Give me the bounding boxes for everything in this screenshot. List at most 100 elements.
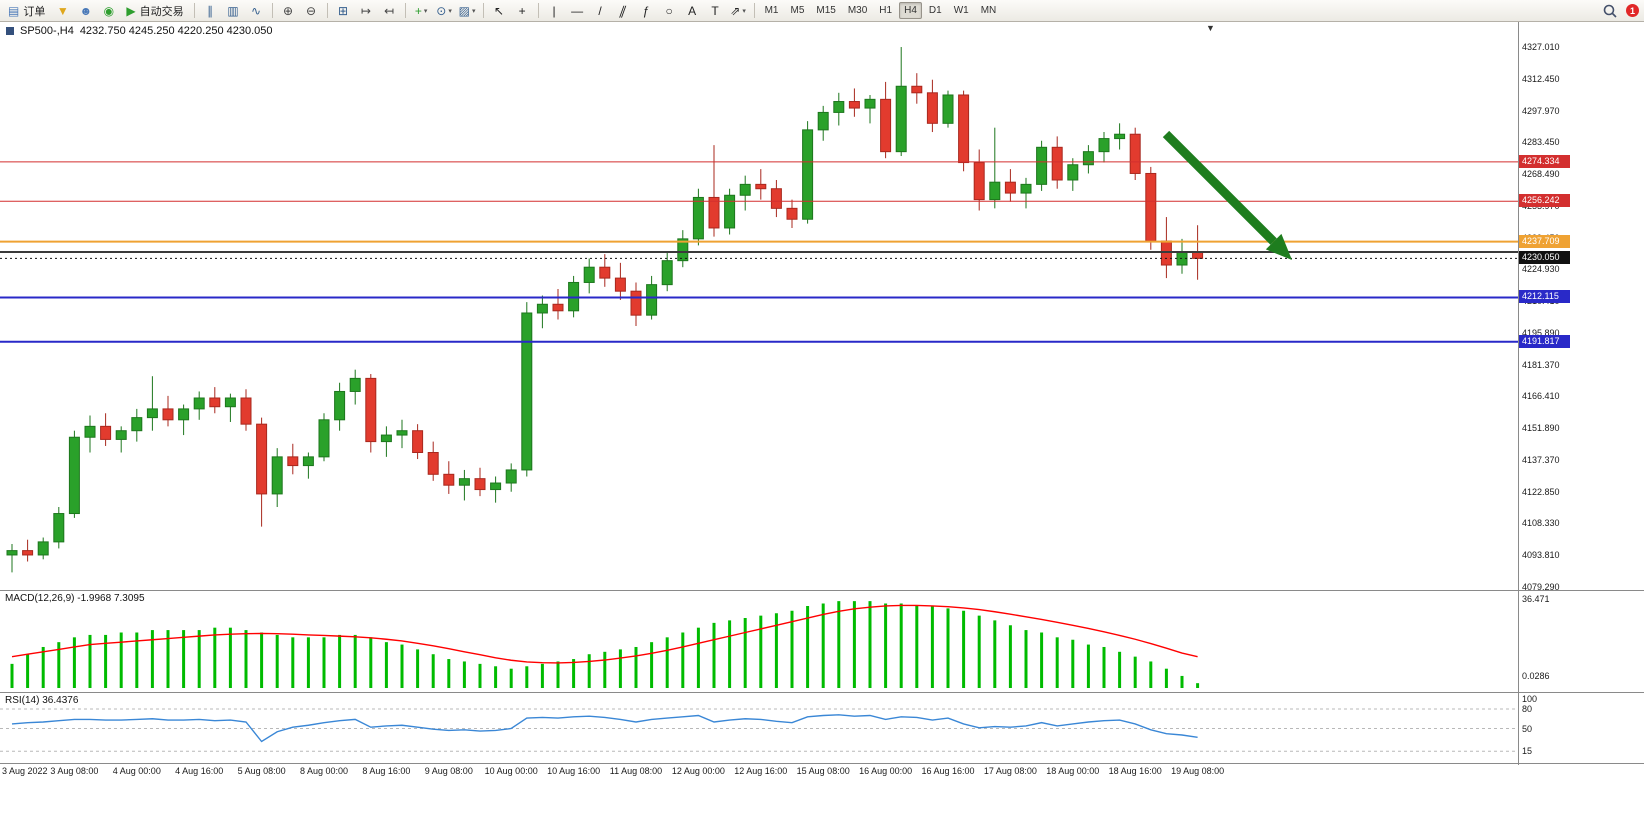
zoom-in-button[interactable]: ⊕ [277,2,300,20]
time-axis-label: 18 Aug 16:00 [1108,766,1162,776]
candlestick-chart-button[interactable]: ▥ [222,2,245,20]
macd-axis-min: 0.0286 [1522,671,1550,681]
time-axis-label: 8 Aug 00:00 [299,766,349,776]
price-axis-label: 4166.410 [1522,391,1560,402]
price-axis-label: 4312.450 [1522,73,1560,84]
time-axis-label: 19 Aug 08:00 [1171,766,1225,776]
shapes-button[interactable]: ○ [658,2,681,20]
price-axis-label: 4195.890 [1522,327,1560,338]
time-axis-divider [0,763,1644,764]
macd-panel-divider[interactable] [0,590,1644,591]
rsi-axis-label: 15 [1522,746,1533,757]
rsi-axis-label: 80 [1522,704,1533,714]
crosshair-icon: + [518,3,526,18]
indicators-button[interactable]: + ▾ [410,2,433,20]
chart-shift-marker[interactable]: ▼ [1206,23,1215,33]
price-axis-label: 4093.810 [1522,550,1560,561]
time-axis-label: 3 Aug 08:00 [50,766,99,776]
timeframe-h4-button[interactable]: H4 [899,2,922,19]
timeframe-m30-button[interactable]: M30 [847,5,868,16]
toolbar-right: 1 [1598,2,1644,20]
new-order-button[interactable]: ▤ 订单 [2,2,51,20]
community-button[interactable]: ☻ [74,2,97,20]
vertical-line-button[interactable]: | [543,2,566,20]
autotrading-button[interactable]: ▶ 自动交易 [120,2,189,20]
toolbar-separator [537,3,539,18]
auto-scroll-button[interactable]: ↦ [355,2,378,20]
price-level-badge: 4212.115 [1519,290,1570,304]
time-axis-label: 17 Aug 08:00 [983,766,1037,776]
time-axis-label: 12 Aug 16:00 [734,766,788,776]
zoom-out-button[interactable]: ⊖ [300,2,323,20]
zoom-out-icon: ⊖ [306,3,317,18]
line-chart-icon: ∿ [251,3,262,18]
time-axis-label: 3 Aug 2022 [2,766,48,776]
toolbar-items: ▤ 订单 ▼ ☻ ◉ ▶ 自动交易 ∥ ▥ ∿ ⊕ ⊖ ⊞ ↦ ↤ + ▾ ⊙ ▾ ▨ ▾ ↖ + | — / ∥ ƒ ○ A T ⇗ ▾ M1 M… [0,0,1002,21]
time-axis-label: 16 Aug 00:00 [859,766,913,776]
price-axis-label: 4122.850 [1522,486,1560,497]
text-button[interactable]: A [681,2,704,20]
periods-button[interactable]: ⊙ ▾ [433,2,456,20]
time-axis-label: 18 Aug 00:00 [1046,766,1100,776]
price-level-badge: 4256.242 [1519,194,1570,208]
rsi-axis-label: 100 [1522,694,1538,704]
indicators-icon: + [414,3,422,18]
fibonacci-button[interactable]: ƒ [635,2,658,20]
templates-button[interactable]: ▨ ▾ [456,2,479,20]
price-level-badge: 4191.817 [1519,334,1570,348]
crosshair-button[interactable]: + [511,2,534,20]
timeframe-m1-button[interactable]: M1 [764,5,779,16]
search-icon [1603,4,1617,18]
bar-chart-button[interactable]: ∥ [199,2,222,20]
toolbar: ▤ 订单 ▼ ☻ ◉ ▶ 自动交易 ∥ ▥ ∿ ⊕ ⊖ ⊞ ↦ ↤ + ▾ ⊙ ▾ ▨ ▾ ↖ + | — / ∥ ƒ ○ A T ⇗ ▾ M1 M… [0,0,1644,22]
chart-shift-button[interactable]: ↤ [378,2,401,20]
price-level-badge: 4230.050 [1519,251,1570,265]
price-level-badge: 4274.334 [1519,154,1570,168]
templates-icon: ▨ [458,3,470,18]
price-axis-label: 4297.970 [1522,105,1560,116]
timeframe-h1-button[interactable]: H1 [879,5,893,16]
timeframe-m5-button[interactable]: M5 [790,5,805,16]
new-chart-icon: ◉ [103,3,115,18]
symbol-period-label: SP500-,H4 [20,25,74,37]
tile-windows-icon: ⊞ [338,3,349,18]
timeframe-d1-button[interactable]: D1 [928,5,942,16]
trendline-button[interactable]: / [589,2,612,20]
price-axis-label: 4181.370 [1522,359,1560,370]
equidistant-channel-icon: ∥ [617,3,629,18]
cursor-button[interactable]: ↖ [488,2,511,20]
price-axis-label: 4283.450 [1522,137,1560,148]
bar-chart-icon: ∥ [207,3,214,18]
history-center-button[interactable]: ▼ [51,2,74,20]
chart-canvas[interactable] [0,0,1518,790]
tile-windows-button[interactable]: ⊞ [332,2,355,20]
price-axis-label: 4137.370 [1522,454,1560,465]
history-center-icon: ▼ [56,3,69,18]
price-axis-divider[interactable] [1518,21,1519,765]
text-label-button[interactable]: T [704,2,727,20]
cursor-icon: ↖ [494,3,505,18]
rsi-panel-divider[interactable] [0,692,1644,693]
time-axis-label: 4 Aug 00:00 [112,766,161,776]
community-icon: ☻ [79,3,93,18]
price-axis-label: 4151.890 [1522,423,1560,434]
macd-axis-max: 36.471 [1522,594,1550,604]
search-button[interactable] [1598,2,1621,20]
time-axis-label: 15 Aug 08:00 [796,766,850,776]
time-axis-label: 12 Aug 00:00 [671,766,725,776]
horizontal-line-button[interactable]: — [566,2,589,20]
new-chart-button[interactable]: ◉ [97,2,120,20]
toolbar-separator [193,3,195,18]
arrow-tools-button[interactable]: ⇗ ▾ [727,2,750,20]
price-level-badge: 4237.709 [1519,234,1570,248]
equidistant-channel-button[interactable]: ∥ [612,2,635,20]
line-chart-button[interactable]: ∿ [245,2,268,20]
macd-label: MACD(12,26,9) -1.9968 7.3095 [5,593,145,604]
time-axis-label: 10 Aug 16:00 [547,766,601,776]
time-axis-label: 4 Aug 16:00 [175,766,224,776]
timeframe-mn-button[interactable]: MN [980,5,997,16]
timeframe-m15-button[interactable]: M15 [816,5,836,16]
notification-badge[interactable]: 1 [1626,4,1639,17]
timeframe-w1-button[interactable]: W1 [953,5,969,16]
